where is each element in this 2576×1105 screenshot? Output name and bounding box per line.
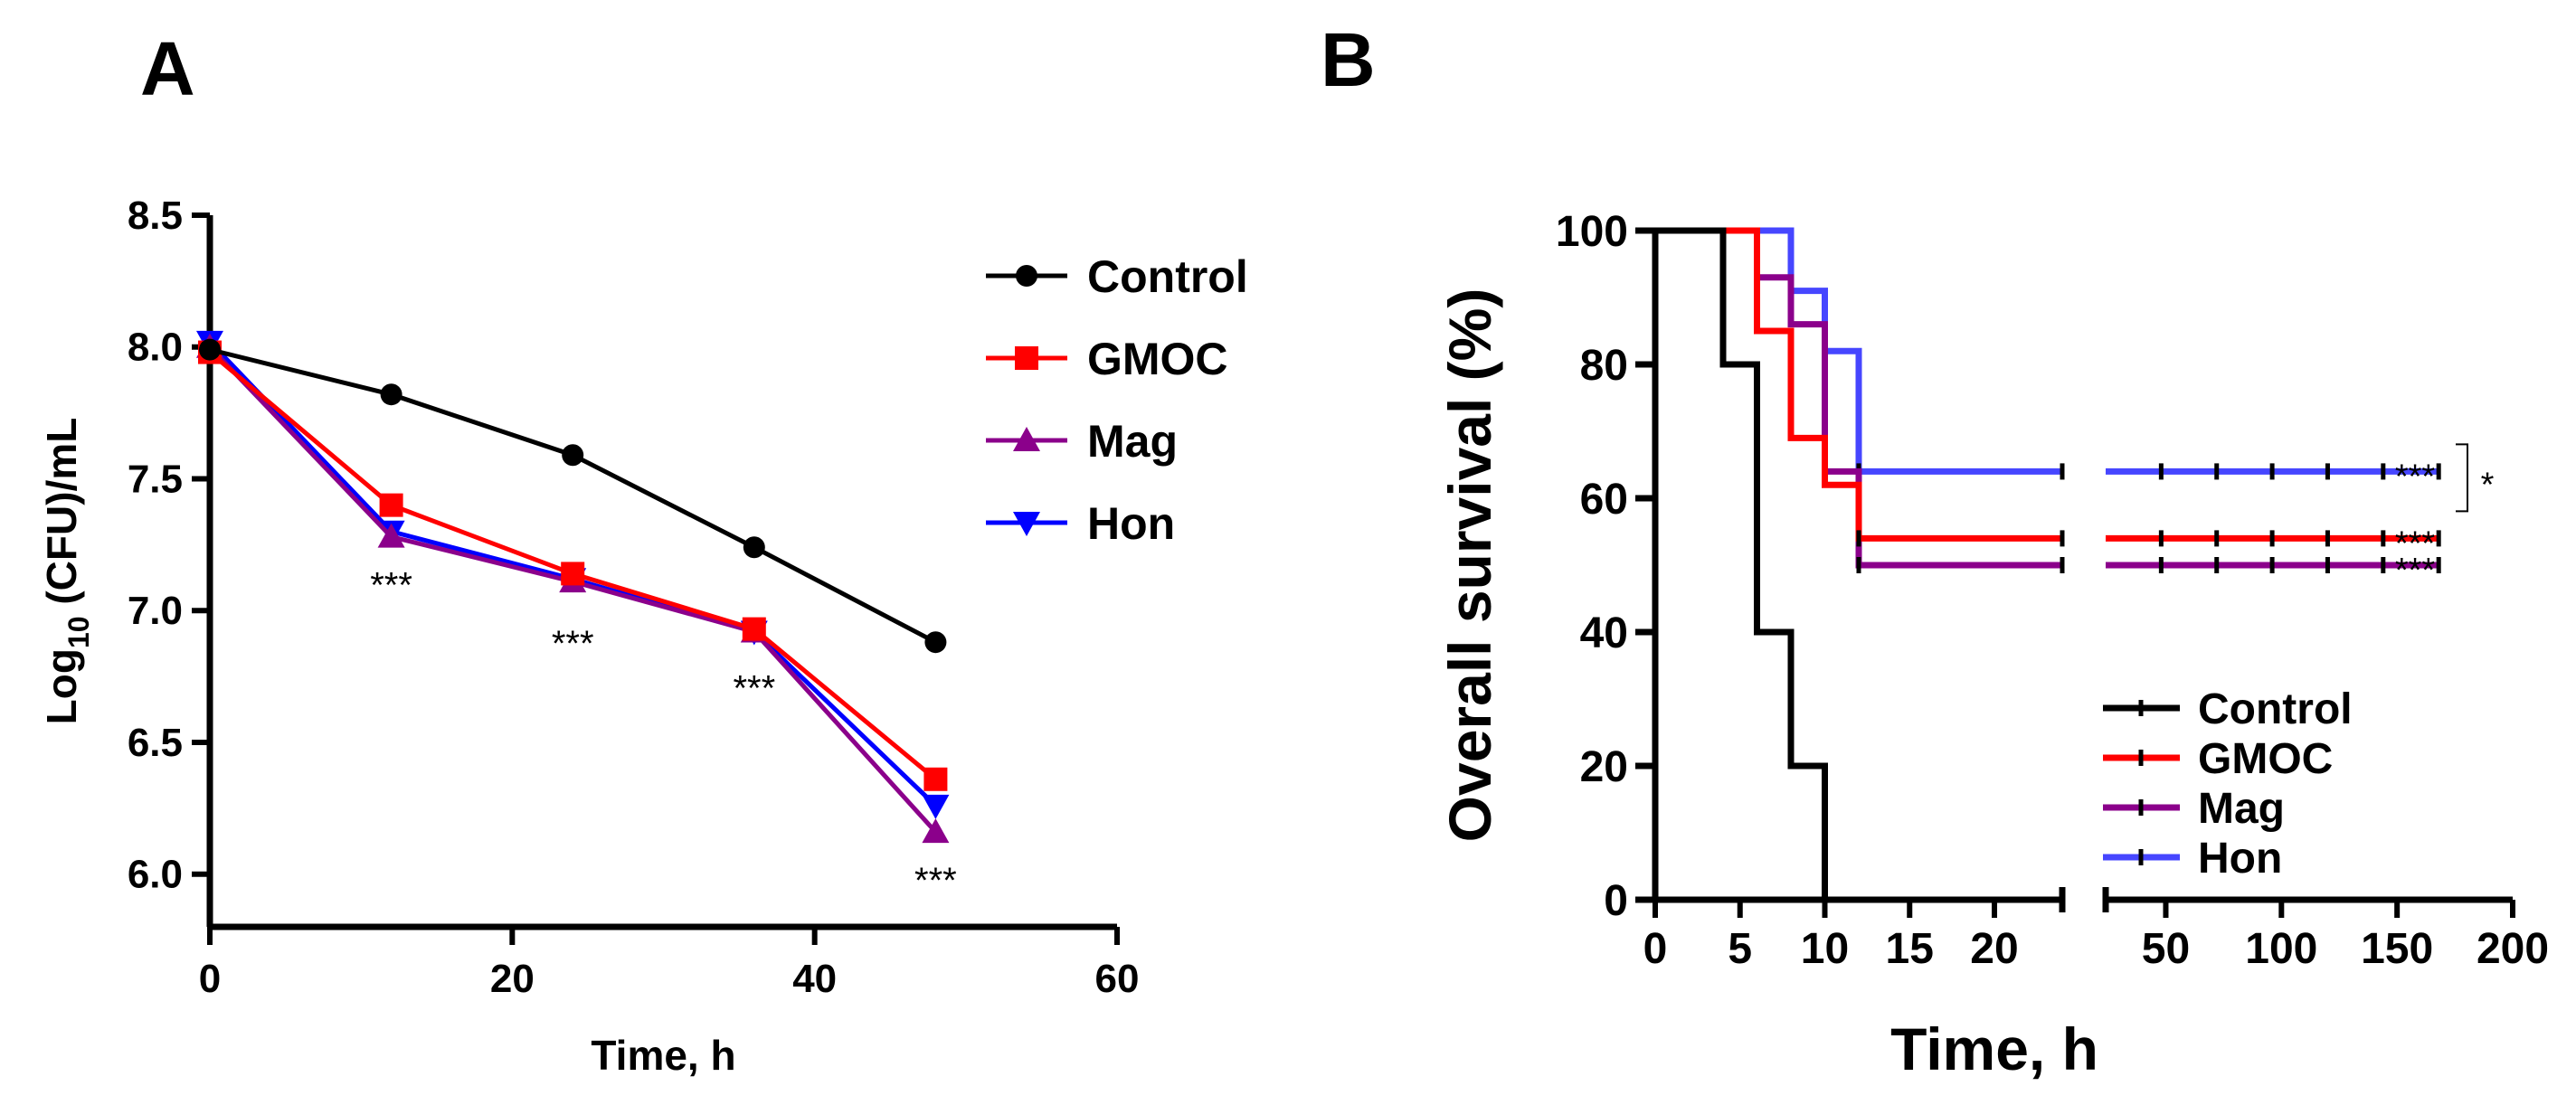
legend-marker-mag — [1013, 427, 1040, 451]
legend-label-control: Control — [1087, 251, 1248, 302]
significance-marker: *** — [733, 668, 775, 708]
data-point-gmoc — [379, 493, 403, 517]
data-point-gmoc — [561, 562, 585, 586]
y-tick-label: 7.5 — [128, 457, 183, 501]
y-tick-label: 80 — [1580, 342, 1628, 390]
series-line-control — [209, 347, 937, 645]
data-point-control — [743, 536, 765, 559]
y-tick-label: 6.5 — [128, 721, 183, 765]
x-tick-label: 5 — [1728, 925, 1752, 973]
significance-marker: *** — [914, 861, 957, 901]
significance-marker: * — [2481, 466, 2495, 504]
y-tick-label: 20 — [1580, 743, 1628, 791]
significance-marker: *** — [552, 624, 594, 664]
x-tick-label: 150 — [2361, 925, 2433, 973]
y-axis-label-rest: (CFU)/mL — [38, 418, 85, 617]
significance-marker: *** — [2395, 552, 2436, 590]
x-tick-label: 0 — [1643, 925, 1668, 973]
x-tick-label: 15 — [1886, 925, 1934, 973]
chart-a: 6.0 6.5 7.0 7.5 8.0 8.5 0 20 40 60 Time, h Log10 (C… — [38, 194, 1248, 1079]
legend-label-gmoc: GMOC — [1087, 334, 1228, 384]
y-axis-label: Overall survival (%) — [1436, 288, 1503, 843]
x-tick-label: 20 — [490, 957, 535, 1001]
data-point-control — [924, 631, 947, 654]
legend-marker-control — [1016, 265, 1037, 287]
legend-label-hon: Hon — [1087, 498, 1175, 549]
data-point-mag — [377, 523, 405, 548]
data-point-control — [380, 383, 402, 406]
y-tick-label: 6.0 — [128, 853, 183, 897]
significance-marker: *** — [2395, 524, 2436, 562]
survival-curve-control — [1655, 227, 1828, 900]
data-point-gmoc — [742, 617, 766, 641]
legend-marker-gmoc — [1015, 346, 1038, 370]
data-point-hon — [922, 794, 950, 819]
survival-curve-hon — [1655, 227, 2062, 475]
legend-label-hon: Hon — [2198, 835, 2282, 883]
significance-marker: *** — [370, 566, 412, 606]
significance-bracket — [2456, 443, 2468, 513]
survival-curve-gmoc — [1655, 227, 2062, 542]
x-tick-label: 0 — [199, 957, 221, 1001]
x-tick-label: 60 — [1095, 957, 1140, 1001]
x-tick-label: 20 — [1970, 925, 2018, 973]
x-axis-label: Time, h — [1890, 1015, 2098, 1082]
x-tick-label: 100 — [2245, 925, 2317, 973]
y-tick-label: 8.0 — [128, 326, 183, 370]
significance-marker: *** — [2395, 458, 2436, 496]
y-tick-label: 0 — [1604, 877, 1628, 925]
data-point-gmoc — [923, 767, 948, 791]
data-point-control — [562, 444, 584, 467]
legend-label-control: Control — [2198, 685, 2353, 733]
legend-label-gmoc: GMOC — [2198, 735, 2333, 783]
y-axis-label: Log10 (CFU)/mL — [38, 418, 95, 725]
y-axis-label-main: Log — [38, 648, 85, 724]
x-tick-label: 50 — [2142, 925, 2190, 973]
y-tick-label: 40 — [1580, 609, 1628, 657]
panel-label-a: A — [140, 26, 195, 111]
chart-b: 0 20 40 60 80 100 0 5 10 15 20 50 100 150 200 Time, h Ov… — [1436, 208, 2549, 1082]
legend-marker-hon — [1013, 512, 1040, 536]
y-tick-label: 8.5 — [128, 194, 183, 238]
y-axis-label-subscript: 10 — [62, 616, 95, 648]
data-point-control — [199, 338, 221, 361]
legend-label-mag: Mag — [2198, 785, 2285, 833]
y-tick-label: 7.0 — [128, 589, 183, 633]
panel-label-b: B — [1321, 17, 1376, 102]
legend-label-mag: Mag — [1087, 416, 1178, 467]
y-tick-label: 60 — [1580, 476, 1628, 524]
x-tick-label: 40 — [792, 957, 837, 1001]
x-axis-label: Time, h — [591, 1032, 735, 1079]
x-tick-label: 200 — [2477, 925, 2549, 973]
x-tick-label: 10 — [1801, 925, 1849, 973]
data-point-mag — [922, 818, 950, 844]
y-tick-label: 100 — [1556, 208, 1628, 256]
